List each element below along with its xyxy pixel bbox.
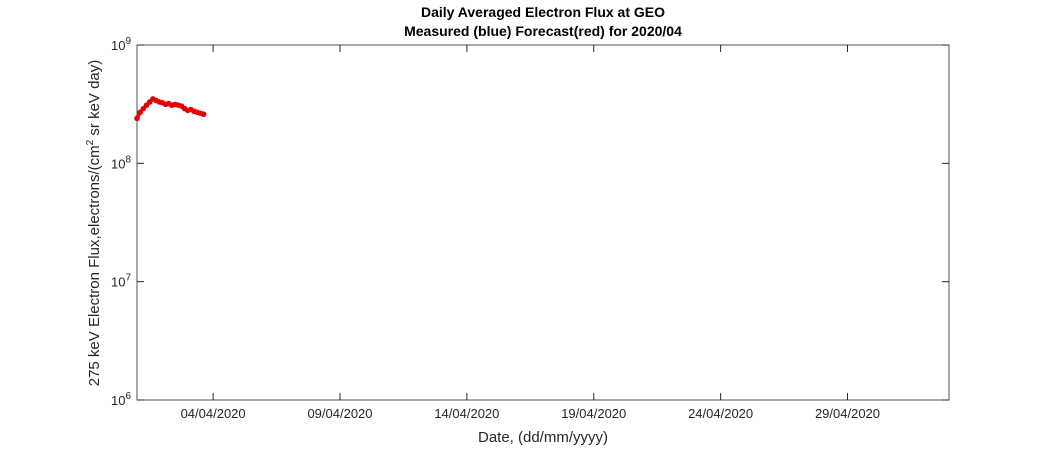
x-tick-label: 14/04/2020 xyxy=(434,406,499,421)
y-tick-label: 107 xyxy=(111,273,131,290)
data-point xyxy=(200,111,207,118)
x-tick-label: 24/04/2020 xyxy=(688,406,753,421)
chart-title: Daily Averaged Electron Flux at GEO xyxy=(421,4,665,20)
y-axis-label: 275 keV Electron Flux,electrons/(cm2 sr … xyxy=(85,60,103,387)
data-point xyxy=(134,115,140,122)
x-tick-label: 19/04/2020 xyxy=(561,406,626,421)
y-tick-label: 109 xyxy=(111,36,131,53)
y-tick-label: 106 xyxy=(111,391,131,408)
x-axis-label: Date, (dd/mm/yyyy) xyxy=(478,429,608,446)
y-tick-label: 108 xyxy=(111,154,131,171)
chart-subtitle: Measured (blue) Forecast(red) for 2020/0… xyxy=(404,23,682,39)
data-point xyxy=(137,109,143,116)
plot-area xyxy=(136,44,950,401)
x-tick-label: 09/04/2020 xyxy=(307,406,372,421)
x-tick-label: 29/04/2020 xyxy=(815,406,880,421)
x-tick-label: 04/04/2020 xyxy=(181,406,246,421)
